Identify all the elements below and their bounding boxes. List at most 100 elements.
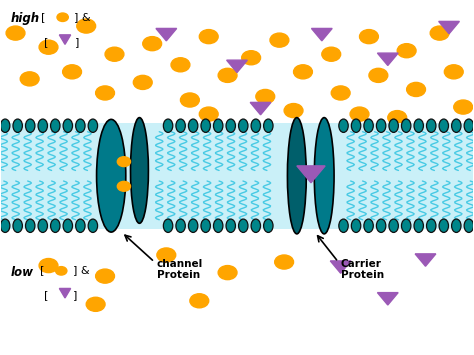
- Circle shape: [117, 157, 130, 166]
- Ellipse shape: [414, 119, 423, 132]
- Polygon shape: [415, 254, 436, 266]
- Circle shape: [218, 68, 237, 82]
- Circle shape: [86, 297, 105, 311]
- Circle shape: [369, 68, 388, 82]
- Ellipse shape: [452, 219, 461, 233]
- Ellipse shape: [213, 219, 223, 233]
- Ellipse shape: [351, 219, 361, 233]
- Circle shape: [270, 33, 289, 47]
- Text: [: [: [44, 37, 48, 47]
- Circle shape: [39, 40, 58, 54]
- Ellipse shape: [314, 118, 334, 234]
- Ellipse shape: [427, 219, 436, 233]
- Ellipse shape: [76, 219, 85, 233]
- Polygon shape: [330, 261, 351, 273]
- Ellipse shape: [51, 219, 60, 233]
- Ellipse shape: [439, 119, 448, 132]
- Circle shape: [331, 86, 350, 100]
- Text: [: [: [41, 12, 46, 22]
- Ellipse shape: [464, 219, 474, 233]
- Ellipse shape: [201, 119, 210, 132]
- Circle shape: [20, 72, 39, 86]
- Circle shape: [256, 89, 275, 104]
- Circle shape: [63, 65, 82, 79]
- Text: ]: ]: [73, 290, 77, 300]
- Circle shape: [242, 51, 261, 65]
- Ellipse shape: [176, 119, 185, 132]
- Circle shape: [190, 294, 209, 308]
- Polygon shape: [156, 28, 177, 41]
- Ellipse shape: [63, 219, 73, 233]
- Text: ] &: ] &: [73, 266, 90, 275]
- Ellipse shape: [130, 118, 148, 223]
- Ellipse shape: [376, 219, 386, 233]
- Circle shape: [6, 26, 25, 40]
- Ellipse shape: [189, 119, 198, 132]
- Ellipse shape: [13, 119, 22, 132]
- Circle shape: [57, 13, 68, 21]
- Circle shape: [284, 104, 303, 118]
- Text: Carrier
Protein: Carrier Protein: [341, 258, 384, 280]
- Circle shape: [157, 248, 176, 262]
- Ellipse shape: [63, 119, 73, 132]
- Ellipse shape: [364, 219, 374, 233]
- Circle shape: [444, 65, 463, 79]
- Ellipse shape: [238, 219, 248, 233]
- Ellipse shape: [26, 119, 35, 132]
- Ellipse shape: [213, 119, 223, 132]
- Circle shape: [275, 255, 293, 269]
- Ellipse shape: [439, 219, 448, 233]
- Ellipse shape: [26, 219, 35, 233]
- Circle shape: [171, 58, 190, 72]
- Polygon shape: [59, 35, 71, 44]
- Ellipse shape: [339, 219, 348, 233]
- Polygon shape: [311, 28, 332, 41]
- Ellipse shape: [238, 119, 248, 132]
- Ellipse shape: [88, 219, 98, 233]
- Polygon shape: [377, 53, 398, 65]
- Ellipse shape: [164, 119, 173, 132]
- Circle shape: [133, 75, 152, 89]
- Ellipse shape: [339, 119, 348, 132]
- Circle shape: [55, 267, 67, 275]
- Ellipse shape: [452, 119, 461, 132]
- Ellipse shape: [464, 119, 474, 132]
- Circle shape: [350, 107, 369, 121]
- Ellipse shape: [264, 219, 273, 233]
- Ellipse shape: [251, 119, 261, 132]
- Circle shape: [181, 93, 199, 107]
- Polygon shape: [438, 21, 459, 34]
- Ellipse shape: [226, 219, 236, 233]
- Polygon shape: [59, 289, 71, 298]
- Circle shape: [143, 37, 162, 51]
- Ellipse shape: [51, 119, 60, 132]
- Ellipse shape: [201, 219, 210, 233]
- Circle shape: [105, 47, 124, 61]
- Circle shape: [407, 82, 426, 97]
- Ellipse shape: [13, 219, 22, 233]
- Ellipse shape: [376, 119, 386, 132]
- Circle shape: [117, 181, 130, 191]
- Text: channel
Protein: channel Protein: [157, 258, 203, 280]
- Ellipse shape: [401, 219, 411, 233]
- Circle shape: [359, 29, 378, 44]
- Ellipse shape: [389, 219, 398, 233]
- Bar: [1, 123, 473, 229]
- Ellipse shape: [164, 219, 173, 233]
- Ellipse shape: [88, 119, 98, 132]
- Ellipse shape: [0, 119, 10, 132]
- Ellipse shape: [251, 219, 261, 233]
- Ellipse shape: [264, 119, 273, 132]
- Text: high: high: [11, 12, 40, 25]
- Ellipse shape: [0, 219, 10, 233]
- Ellipse shape: [38, 119, 47, 132]
- Ellipse shape: [189, 219, 198, 233]
- Polygon shape: [297, 166, 325, 183]
- Ellipse shape: [401, 119, 411, 132]
- Ellipse shape: [38, 219, 47, 233]
- Ellipse shape: [389, 119, 398, 132]
- Text: ]: ]: [74, 37, 79, 47]
- Ellipse shape: [364, 119, 374, 132]
- Circle shape: [77, 19, 96, 33]
- Circle shape: [199, 29, 218, 44]
